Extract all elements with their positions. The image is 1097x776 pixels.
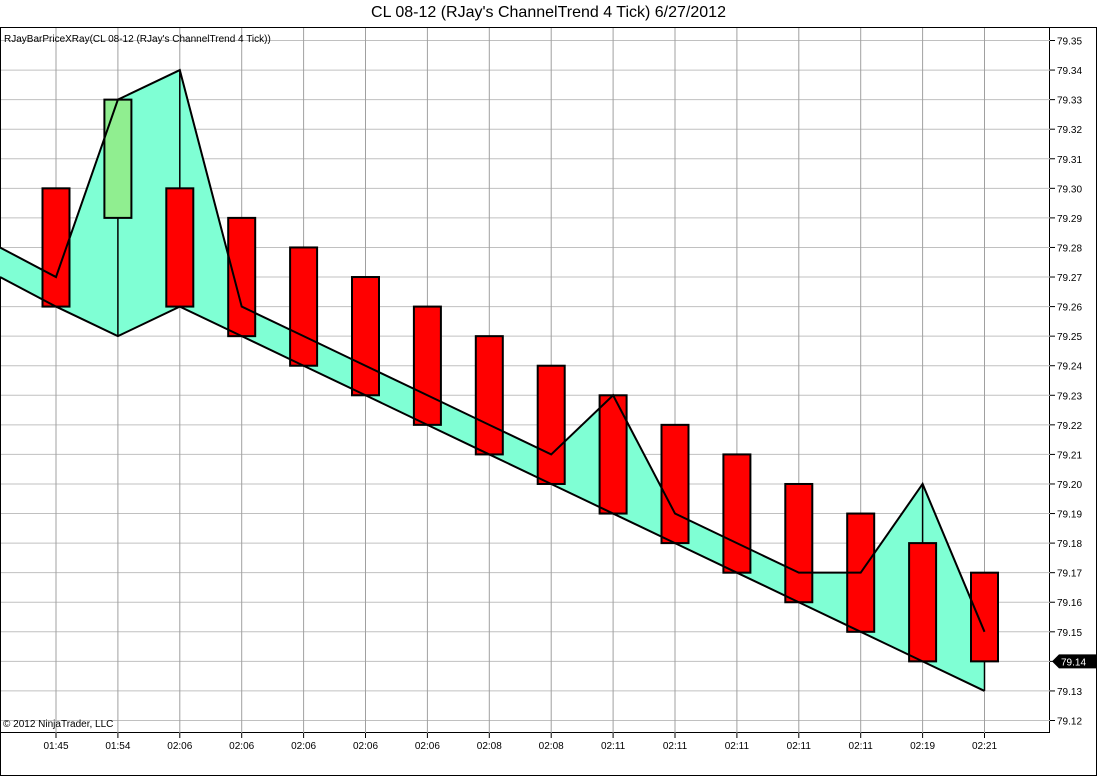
- x-tick-label: 02:08: [477, 741, 502, 752]
- x-tick-label: 02:11: [849, 741, 874, 752]
- y-tick-label: 79.24: [1057, 362, 1082, 373]
- y-tick-label: 79.22: [1057, 421, 1082, 432]
- y-tick-label: 79.34: [1057, 66, 1082, 77]
- y-tick-label: 79.35: [1057, 37, 1082, 48]
- indicator-label: RJayBarPriceXRay(CL 08-12 (RJay's Channe…: [4, 34, 271, 45]
- down-bar: [351, 276, 380, 397]
- y-tick-label: 79.25: [1057, 332, 1082, 343]
- y-tick-label: 79.21: [1057, 450, 1082, 461]
- y-tick-label: 79.15: [1057, 628, 1082, 639]
- y-axis: 79.1279.1379.1479.1579.1679.1779.1879.19…: [1050, 37, 1082, 728]
- down-bar: [165, 187, 195, 308]
- copyright-label: © 2012 NinjaTrader, LLC: [3, 719, 113, 730]
- x-tick-label: 02:21: [972, 741, 997, 752]
- down-bar: [536, 364, 566, 485]
- y-tick-label: 79.28: [1057, 243, 1082, 254]
- down-bar: [784, 482, 814, 604]
- down-bar: [660, 423, 690, 545]
- x-tick-label: 02:06: [229, 741, 254, 752]
- last-price-box: [1052, 654, 1096, 669]
- y-tick-label: 79.19: [1057, 510, 1082, 521]
- x-axis: 01:45 01:54 02:06 02:06 02:06 02:06 02:06 02:08…: [43, 733, 997, 752]
- last-price-label: 79.14: [1061, 657, 1086, 668]
- x-tick-label: 02:06: [167, 741, 192, 752]
- down-bar: [598, 394, 628, 515]
- y-tick-label: 79.29: [1057, 214, 1082, 225]
- y-tick-label: 79.31: [1057, 155, 1082, 166]
- x-tick-label: 01:54: [105, 741, 130, 752]
- price-chart[interactable]: 79.12 79.13 79.14 79.15 79.16 79.17 79.18 79.19…: [0, 27, 1097, 776]
- down-bar: [227, 216, 257, 338]
- channel-lines: [0, 68, 986, 692]
- y-tick-label: 79.13: [1057, 687, 1082, 698]
- y-tick-label: 79.30: [1057, 184, 1082, 195]
- y-tick-label: 79.27: [1057, 273, 1082, 284]
- y-tick-label: 79.18: [1057, 539, 1082, 550]
- x-tick-label: 01:45: [43, 741, 68, 752]
- x-tick-label: 02:06: [353, 741, 378, 752]
- down-bar: [908, 542, 938, 663]
- channel-fill: [0, 70, 985, 691]
- y-tick-label: 79.12: [1057, 717, 1082, 728]
- x-tick-label: 02:06: [291, 741, 316, 752]
- x-tick-label: 02:11: [601, 741, 626, 752]
- down-bar: [474, 335, 504, 456]
- y-tick-label: 79.26: [1057, 303, 1082, 314]
- y-tick-label: 79.16: [1057, 598, 1082, 609]
- channel-band: [0, 70, 985, 691]
- up-bar: [103, 98, 133, 219]
- x-tick-label: 02:06: [415, 741, 440, 752]
- y-tick-label: 79.23: [1057, 391, 1082, 402]
- x-tick-label: 02:11: [787, 741, 812, 752]
- lower-channel-line: [0, 276, 985, 692]
- x-tick-label: 02:19: [910, 741, 935, 752]
- down-bar: [412, 305, 442, 426]
- down-bar: [722, 453, 752, 574]
- y-tick-label: 79.17: [1057, 569, 1082, 580]
- x-tick-label: 02:08: [539, 741, 564, 752]
- x-tick-label: 02:11: [725, 741, 750, 752]
- y-tick-label: 79.32: [1057, 125, 1082, 136]
- upper-channel-line: [0, 68, 986, 633]
- y-tick-label: 79.33: [1057, 96, 1082, 107]
- x-tick-label: 02:11: [663, 741, 688, 752]
- last-price-marker: 79.14: [1052, 654, 1096, 669]
- down-bar: [970, 571, 999, 663]
- down-bar: [289, 246, 319, 367]
- y-tick-label: 79.20: [1057, 480, 1082, 491]
- chart-title: CL 08-12 (RJay's ChannelTrend 4 Tick) 6/…: [371, 4, 726, 21]
